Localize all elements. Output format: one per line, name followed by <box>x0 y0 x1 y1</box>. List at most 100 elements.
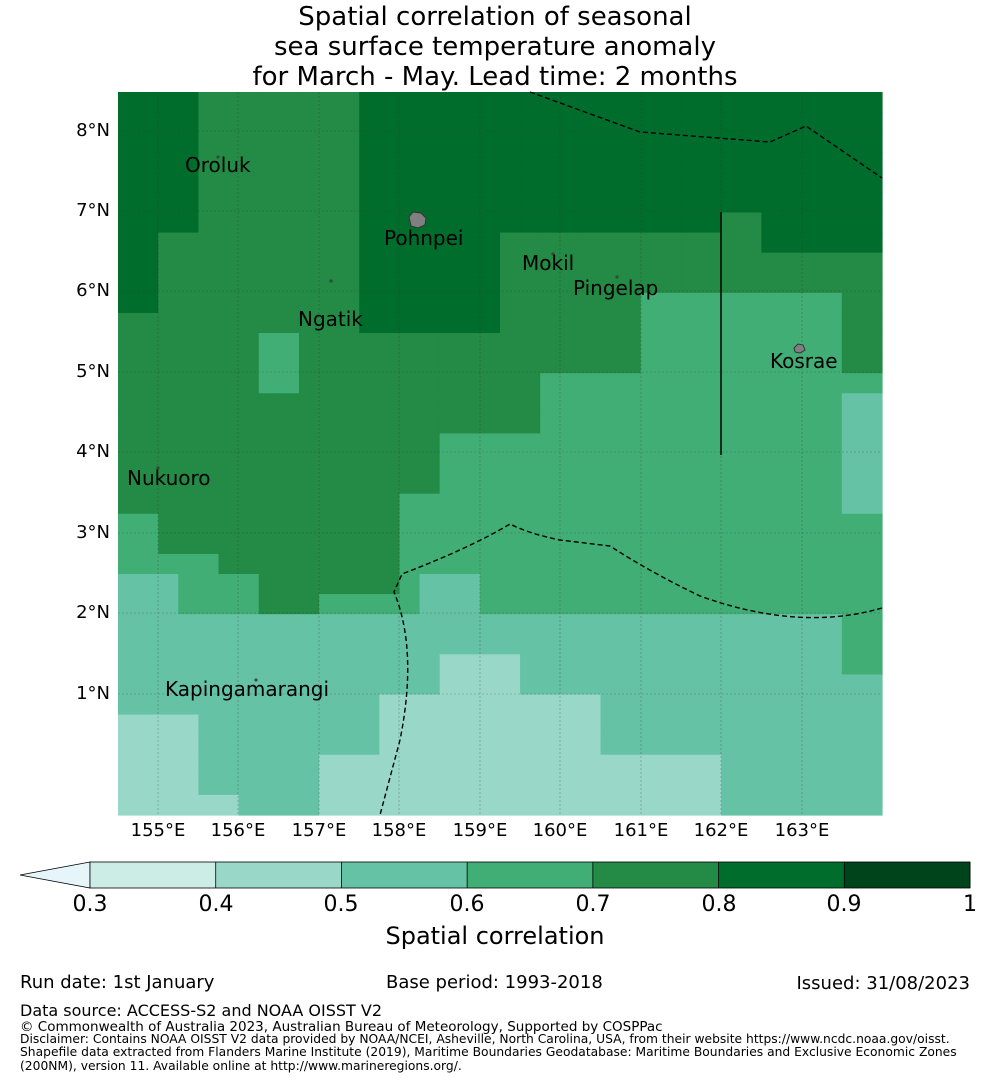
field-cell <box>339 172 360 194</box>
field-cell <box>178 614 200 635</box>
field-cell <box>841 574 863 595</box>
field-cell <box>218 152 240 173</box>
field-cell <box>680 594 702 615</box>
field-cell <box>761 714 783 736</box>
field-cell <box>680 132 702 153</box>
field-cell <box>761 513 783 535</box>
field-cell <box>781 614 803 635</box>
field-cell <box>258 373 280 394</box>
field-cell <box>379 333 401 354</box>
field-cell <box>660 433 682 455</box>
field-cell <box>359 393 380 414</box>
field-cell <box>680 774 702 796</box>
field-cell <box>459 212 481 234</box>
field-cell <box>841 433 863 455</box>
field-cell <box>339 252 360 274</box>
field-cell <box>560 473 582 495</box>
field-cell <box>841 333 863 354</box>
field-cell <box>701 192 722 214</box>
field-cell <box>821 172 843 194</box>
field-cell <box>781 413 803 435</box>
field-cell <box>640 172 662 194</box>
field-cell <box>620 353 642 374</box>
field-cell <box>459 473 481 495</box>
field-cell <box>841 112 863 133</box>
field-cell <box>238 292 260 314</box>
field-cell <box>741 212 762 234</box>
field-cell <box>600 694 622 716</box>
field-cell <box>158 92 179 113</box>
field-cell <box>439 112 461 133</box>
field-cell <box>238 614 260 635</box>
colorbar-tick: 0.8 <box>701 892 737 917</box>
field-cell <box>218 132 240 153</box>
field-cell <box>238 192 260 214</box>
field-cell <box>238 373 260 394</box>
field-cell <box>178 172 200 194</box>
field-cell <box>118 734 139 756</box>
field-cell <box>640 333 662 354</box>
field-cell <box>158 714 179 736</box>
field-cell <box>861 232 883 254</box>
field-cell <box>278 152 300 173</box>
field-cell <box>540 433 561 455</box>
field-cell <box>620 493 642 515</box>
field-cell <box>801 112 823 133</box>
field-cell <box>701 393 722 414</box>
field-cell <box>339 634 360 655</box>
field-cell <box>721 674 742 696</box>
field-cell <box>138 774 159 796</box>
field-cell <box>298 654 320 676</box>
field-cell <box>500 192 521 214</box>
field-cell <box>459 634 481 655</box>
field-cell <box>861 694 883 716</box>
field-cell <box>500 292 521 314</box>
field-cell <box>580 232 602 254</box>
field-cell <box>680 212 702 234</box>
field-cell <box>419 714 441 736</box>
field-cell <box>861 614 883 635</box>
field-cell <box>660 654 682 676</box>
field-cell <box>158 513 179 535</box>
field-cell <box>379 413 401 435</box>
field-cell <box>399 473 421 495</box>
field-cell <box>278 252 300 274</box>
kapingamarangi-atoll <box>254 678 258 682</box>
field-cell <box>399 493 421 515</box>
field-cell <box>238 594 260 615</box>
field-cell <box>660 574 682 595</box>
field-cell <box>198 553 220 575</box>
field-cell <box>640 634 662 655</box>
field-cell <box>319 674 340 696</box>
field-cell <box>258 212 280 234</box>
field-cell <box>580 92 602 113</box>
field-cell <box>218 634 240 655</box>
chart-title: Spatial correlation of seasonal sea surf… <box>0 2 990 92</box>
field-cell <box>238 132 260 153</box>
field-cell <box>218 453 240 475</box>
place-nukuoro: Nukuoro <box>127 466 211 490</box>
field-cell <box>721 654 742 676</box>
field-cell <box>680 333 702 354</box>
field-cell <box>178 212 200 234</box>
field-cell <box>701 734 722 756</box>
field-cell <box>600 433 622 455</box>
field-cell <box>781 774 803 796</box>
data-source: Data source: ACCESS-S2 and NOAA OISST V2 <box>20 1001 383 1020</box>
field-cell <box>821 353 843 374</box>
field-cell <box>841 473 863 495</box>
field-cell <box>761 192 783 214</box>
field-cell <box>761 353 783 374</box>
field-cell <box>620 574 642 595</box>
field-cell <box>479 493 501 515</box>
field-cell <box>439 312 461 334</box>
field-cell <box>821 413 843 435</box>
field-cell <box>721 252 742 274</box>
field-cell <box>560 694 582 716</box>
field-cell <box>439 232 461 254</box>
field-cell <box>580 473 602 495</box>
field-cell <box>479 774 501 796</box>
field-cell <box>861 252 883 274</box>
field-cell <box>640 353 662 374</box>
field-cell <box>500 493 521 515</box>
